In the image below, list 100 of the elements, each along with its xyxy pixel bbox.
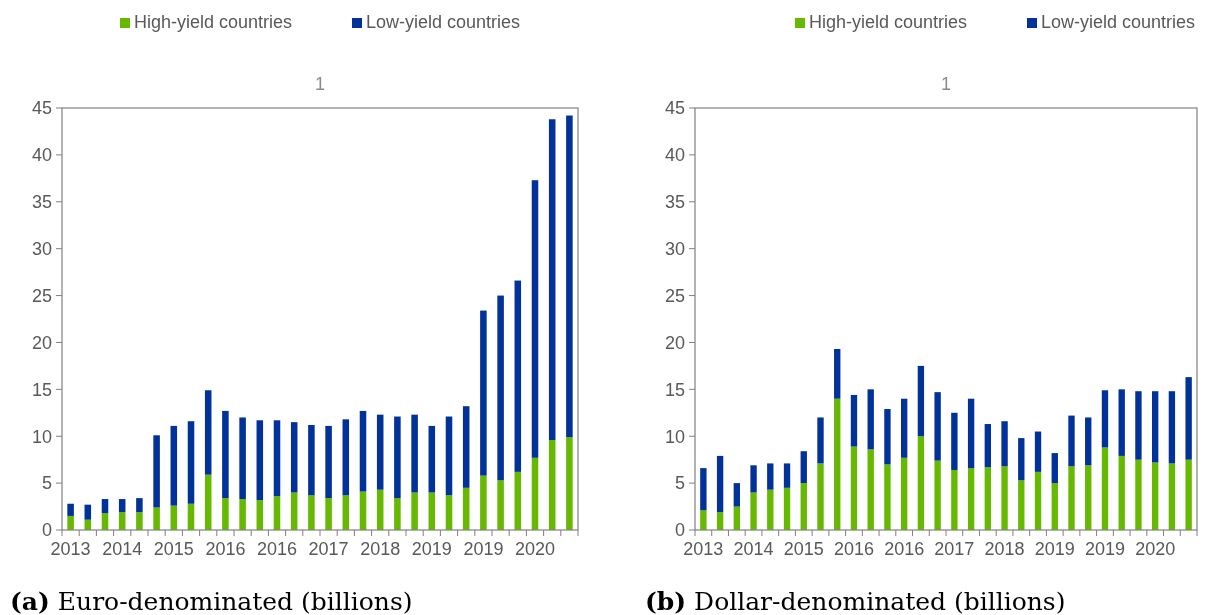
bar bbox=[767, 463, 774, 490]
bar bbox=[850, 394, 858, 447]
legend-label: High-yield countries bbox=[809, 12, 968, 32]
bar bbox=[342, 419, 350, 496]
bar bbox=[1151, 391, 1159, 463]
bar bbox=[445, 416, 453, 496]
y-tick-label: 45 bbox=[664, 98, 685, 119]
y-tick-label: 15 bbox=[31, 379, 52, 400]
y-tick-label: 0 bbox=[674, 520, 685, 541]
bar bbox=[101, 499, 109, 514]
y-tick-label: 30 bbox=[31, 238, 52, 259]
bar bbox=[222, 410, 229, 499]
bar bbox=[1135, 459, 1142, 530]
bar bbox=[767, 489, 774, 530]
bar bbox=[428, 425, 436, 493]
bar bbox=[716, 512, 724, 530]
bar bbox=[700, 468, 707, 511]
bar bbox=[290, 492, 298, 530]
bar bbox=[1168, 391, 1176, 464]
x-tick-label: 2019 bbox=[1084, 539, 1125, 559]
bar bbox=[273, 420, 281, 497]
bar bbox=[1085, 417, 1092, 466]
bar bbox=[1068, 466, 1075, 530]
bar bbox=[1068, 415, 1075, 467]
x-tick-label: 2013 bbox=[683, 539, 724, 559]
bar bbox=[884, 409, 891, 465]
bar bbox=[917, 365, 925, 437]
x-tick-label: 2017 bbox=[308, 539, 349, 559]
x-tick-label: 2020 bbox=[514, 539, 556, 559]
y-tick-label: 45 bbox=[31, 98, 52, 119]
bar bbox=[1118, 455, 1125, 530]
y-tick-label: 20 bbox=[664, 332, 685, 353]
bar bbox=[1018, 480, 1025, 530]
bar bbox=[359, 410, 367, 492]
x-tick-label: 2015 bbox=[153, 539, 194, 559]
x-tick-label: 2015 bbox=[783, 539, 824, 559]
bar bbox=[394, 416, 401, 499]
bar bbox=[273, 496, 281, 530]
y-tick-label: 35 bbox=[664, 192, 685, 213]
bar bbox=[239, 499, 246, 530]
bar bbox=[480, 475, 487, 530]
bar bbox=[951, 469, 958, 530]
bar bbox=[817, 463, 824, 530]
bar bbox=[800, 483, 807, 530]
y-tick-label: 0 bbox=[41, 520, 52, 541]
bar bbox=[411, 414, 418, 493]
bar bbox=[222, 498, 229, 530]
legend-label: Low-yield countries bbox=[1041, 12, 1196, 32]
x-tick-label: 2014 bbox=[102, 539, 143, 559]
bar bbox=[951, 412, 958, 470]
bar bbox=[187, 421, 195, 504]
text: (b) Dollar-denominated (billions) bbox=[645, 587, 1066, 615]
bar bbox=[1018, 438, 1025, 481]
bar bbox=[1101, 447, 1109, 530]
bar bbox=[984, 424, 992, 468]
legend-label: Low-yield countries bbox=[366, 12, 521, 32]
bar bbox=[67, 515, 74, 530]
y-tick-label: 20 bbox=[31, 332, 52, 353]
bar bbox=[256, 420, 264, 500]
bar bbox=[716, 455, 724, 513]
bar bbox=[342, 495, 350, 530]
bar bbox=[204, 390, 212, 475]
x-tick-label: 2018 bbox=[360, 539, 401, 559]
bar bbox=[783, 487, 791, 530]
bar bbox=[850, 446, 858, 530]
y-tick-label: 35 bbox=[31, 192, 52, 213]
bar bbox=[1034, 431, 1042, 472]
bar bbox=[967, 398, 975, 469]
bar bbox=[867, 389, 874, 450]
bar bbox=[67, 503, 74, 516]
bar bbox=[118, 499, 126, 513]
y-tick-label: 25 bbox=[31, 285, 52, 306]
bar bbox=[325, 498, 332, 530]
bar bbox=[566, 115, 573, 438]
bar bbox=[308, 424, 315, 496]
bar bbox=[700, 510, 707, 530]
bar bbox=[733, 483, 741, 507]
x-tick-label: 2017 bbox=[934, 539, 975, 559]
bar bbox=[548, 119, 556, 440]
bar bbox=[900, 457, 908, 530]
bar bbox=[1051, 453, 1058, 484]
bar bbox=[1034, 471, 1042, 530]
bar bbox=[566, 437, 573, 530]
bar bbox=[462, 406, 470, 488]
bar bbox=[376, 414, 384, 490]
x-tick-label: 2014 bbox=[733, 539, 774, 559]
x-tick-label: 2020 bbox=[1135, 539, 1176, 559]
bar bbox=[1001, 466, 1008, 530]
bar bbox=[1051, 483, 1058, 530]
y-tick-label: 10 bbox=[664, 426, 685, 447]
bar bbox=[1151, 462, 1159, 530]
bar bbox=[445, 495, 453, 530]
bar bbox=[1118, 389, 1125, 456]
bar bbox=[934, 392, 941, 461]
bar bbox=[1101, 390, 1109, 448]
bar bbox=[411, 492, 418, 530]
y-tick-label: 15 bbox=[664, 379, 685, 400]
bar bbox=[750, 465, 757, 493]
x-tick-label: 2019 bbox=[463, 539, 504, 559]
bar bbox=[153, 435, 160, 508]
